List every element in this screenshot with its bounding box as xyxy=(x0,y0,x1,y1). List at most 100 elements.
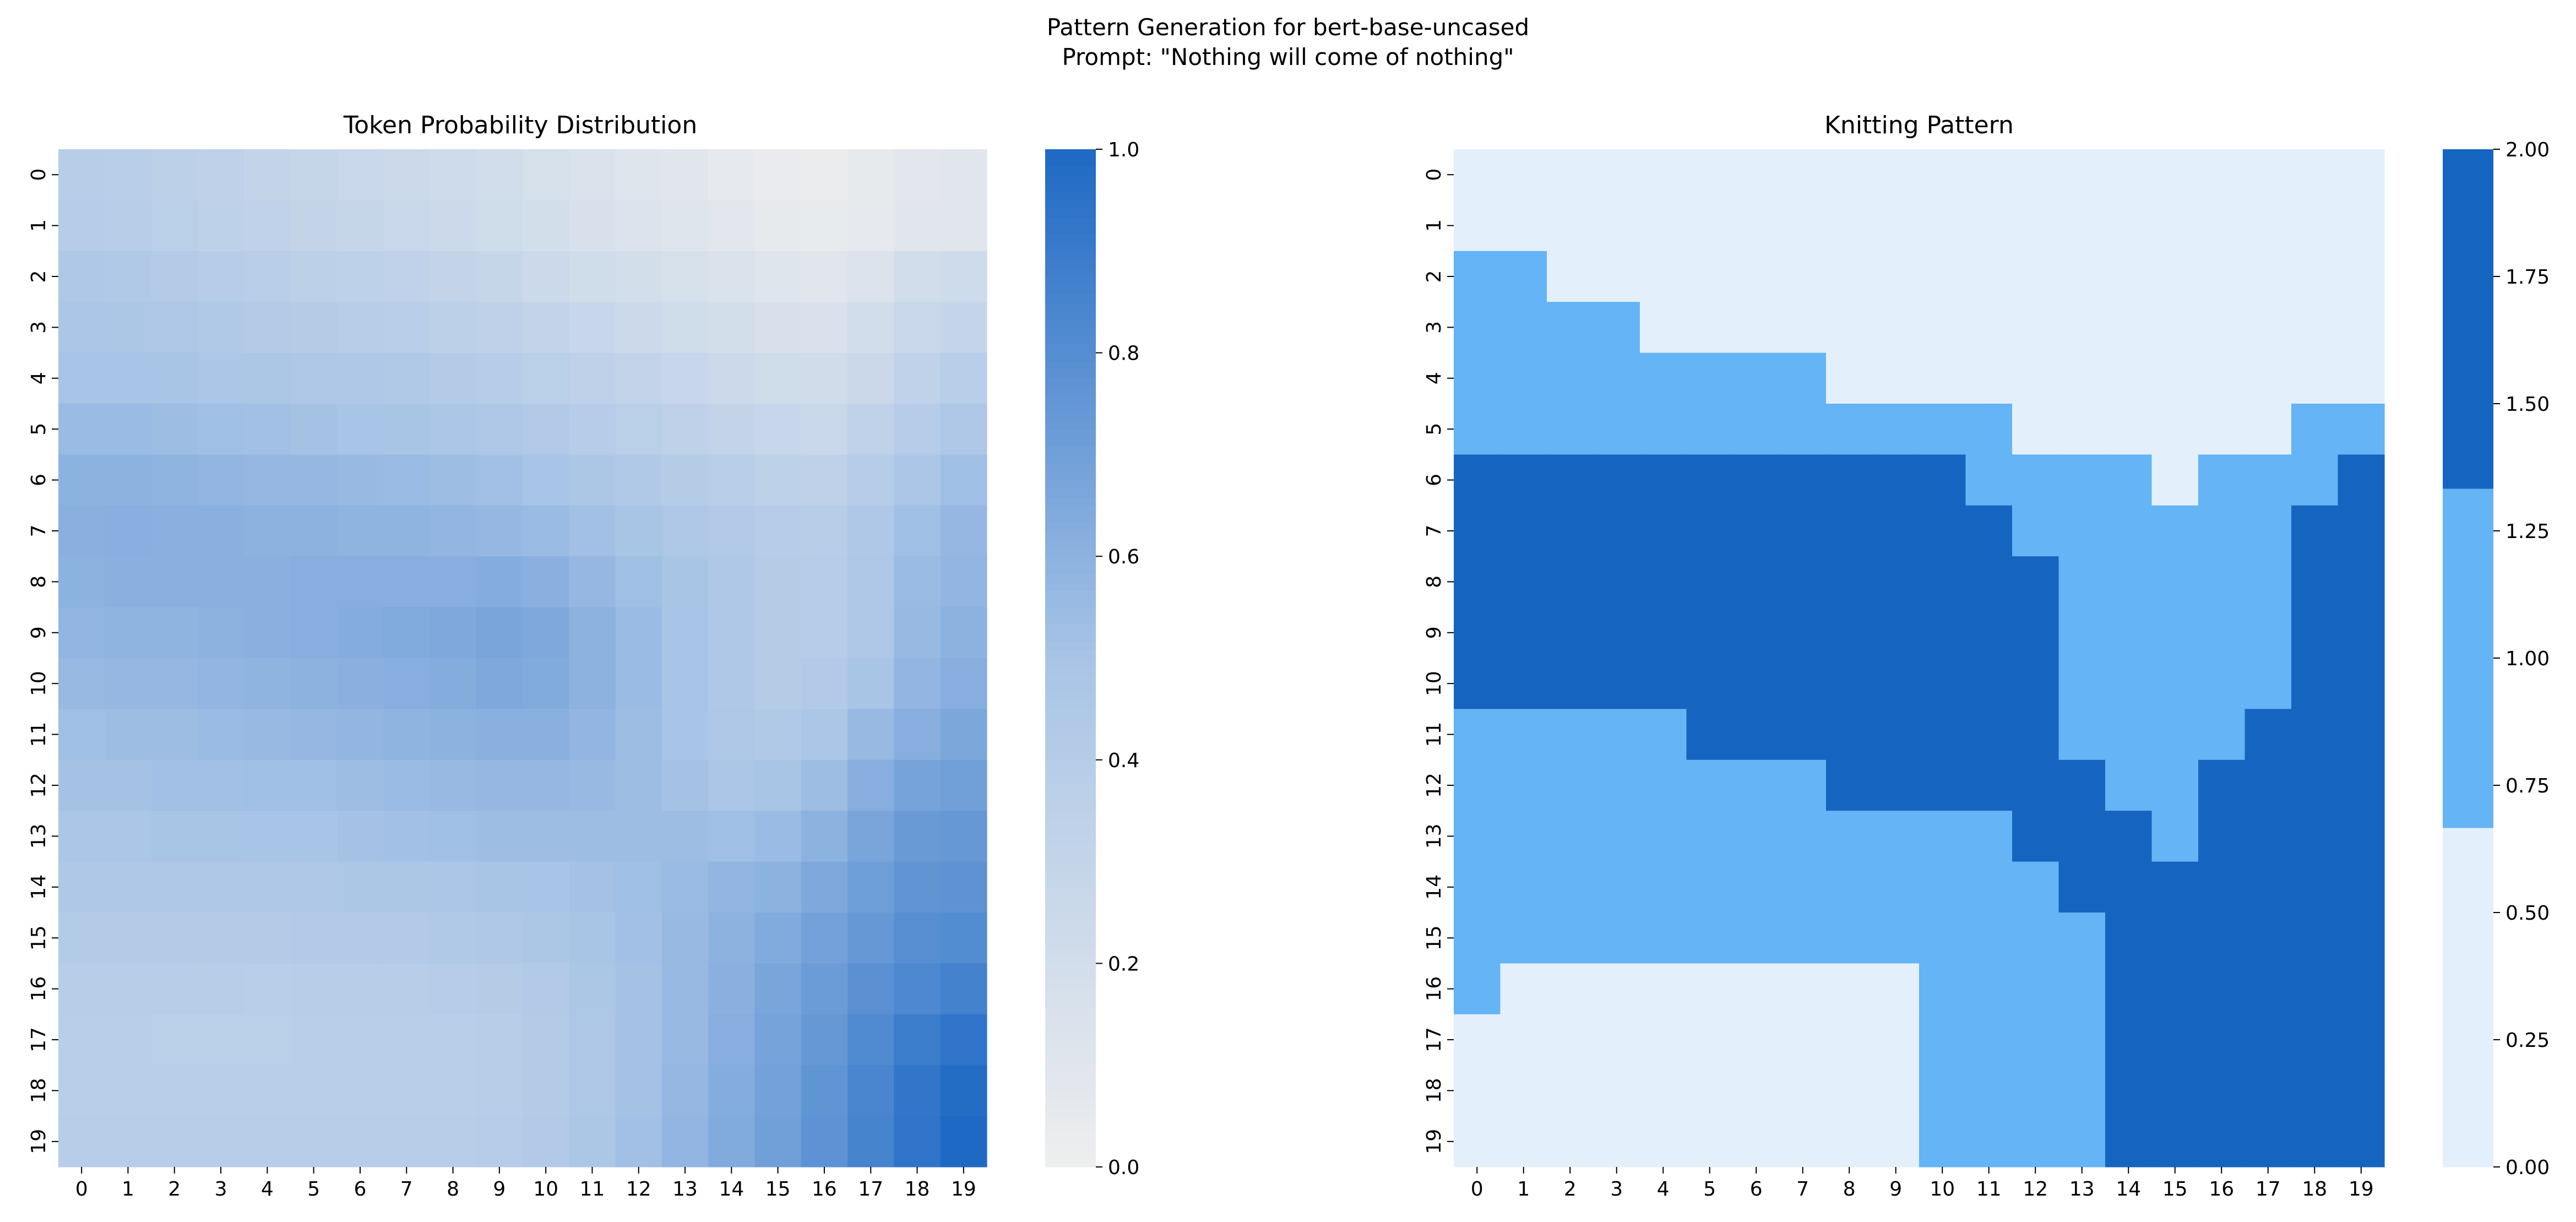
colorbar-tick-label: 0.6 xyxy=(1108,546,1139,568)
heatmap-cell xyxy=(476,352,523,404)
heatmap-cell xyxy=(894,200,941,252)
heatmap-cell xyxy=(615,709,662,761)
heatmap-cell xyxy=(197,1116,244,1167)
heatmap-cell xyxy=(151,861,198,913)
heatmap-cell xyxy=(894,658,941,709)
heatmap-cell xyxy=(569,404,616,455)
heatmap-cell xyxy=(801,404,848,455)
y-tick-label: 12 xyxy=(1423,773,1445,798)
heatmap-cell xyxy=(1500,709,1547,761)
heatmap-cell xyxy=(476,811,523,862)
colorbar-segment xyxy=(1045,904,1096,913)
heatmap-cell xyxy=(1733,505,1780,557)
heatmap-cell xyxy=(661,556,709,608)
heatmap-cell xyxy=(523,607,569,659)
heatmap-cell xyxy=(1640,404,1687,455)
x-tick-label: 18 xyxy=(2302,1178,2327,1201)
heatmap-cell xyxy=(1965,658,2013,709)
heatmap-cell xyxy=(2338,1014,2385,1066)
colorbar-segment xyxy=(1045,175,1096,184)
x-tick-label: 14 xyxy=(2116,1178,2141,1201)
heatmap-cell xyxy=(2291,352,2339,404)
heatmap-cell xyxy=(1686,404,1733,455)
heatmap-cell xyxy=(1640,1065,1687,1117)
y-tick-label: 15 xyxy=(1423,925,1445,951)
heatmap-cell xyxy=(1686,454,1733,506)
colorbar-segment xyxy=(1045,208,1096,218)
heatmap-cell xyxy=(1779,658,1827,709)
colorbar-segment xyxy=(1045,157,1096,167)
heatmap-cell xyxy=(58,913,105,964)
heatmap-cell xyxy=(2245,1065,2292,1117)
colorbar-segment xyxy=(1045,844,1096,854)
y-tick-label: 4 xyxy=(1423,372,1445,384)
colorbar-segment xyxy=(1045,514,1096,523)
colorbar-segment xyxy=(1045,802,1096,811)
heatmap-cell xyxy=(383,1116,430,1167)
heatmap-cell xyxy=(1779,454,1827,506)
heatmap-cell xyxy=(523,251,569,302)
heatmap-cell xyxy=(708,302,756,354)
heatmap-cell xyxy=(430,709,477,761)
heatmap-cell xyxy=(336,861,384,913)
heatmap-cell xyxy=(151,1116,198,1167)
heatmap-cell xyxy=(1454,658,1501,709)
heatmap-cell xyxy=(105,149,152,200)
heatmap-cell xyxy=(2291,200,2339,252)
colorbar-segment xyxy=(1045,429,1096,438)
heatmap-cell xyxy=(151,352,198,404)
colorbar-segment xyxy=(2443,488,2493,828)
heatmap-cell xyxy=(1872,352,1920,404)
heatmap-cell xyxy=(2198,200,2246,252)
y-tick-label: 8 xyxy=(28,575,50,588)
heatmap-cell xyxy=(1919,352,1966,404)
heatmap-cell xyxy=(708,404,756,455)
heatmap-cell xyxy=(1547,404,1594,455)
heatmap-cell xyxy=(523,1014,569,1066)
heatmap-cell xyxy=(1686,505,1733,557)
heatmap-cell xyxy=(336,149,384,200)
colorbar-segment xyxy=(1045,861,1096,871)
heatmap-cell xyxy=(1593,1065,1640,1117)
heatmap-cell xyxy=(894,149,941,200)
heatmap-cell xyxy=(569,302,616,354)
heatmap-cell xyxy=(476,1014,523,1066)
x-tick-label: 11 xyxy=(580,1178,605,1201)
heatmap-cell xyxy=(1919,913,1966,964)
heatmap-cell xyxy=(754,861,802,913)
heatmap-cell xyxy=(1733,607,1780,659)
colorbar-segment xyxy=(1045,895,1096,905)
colorbar-segment xyxy=(1045,285,1096,294)
heatmap-cell xyxy=(1640,251,1687,302)
heatmap-cell xyxy=(1593,200,1640,252)
heatmap-cell xyxy=(1872,556,1920,608)
x-tick-label: 14 xyxy=(719,1178,744,1201)
heatmap-cell xyxy=(615,454,662,506)
heatmap-cell xyxy=(708,913,756,964)
heatmap-cell xyxy=(244,759,291,811)
heatmap-cell xyxy=(58,505,105,557)
heatmap-cell xyxy=(244,556,291,608)
heatmap-cell xyxy=(754,404,802,455)
heatmap-cell xyxy=(1547,963,1594,1015)
heatmap-cell xyxy=(661,505,709,557)
heatmap-cell xyxy=(847,302,894,354)
heatmap-cell xyxy=(661,963,709,1015)
heatmap-cell xyxy=(2012,759,2059,811)
y-tick-label: 11 xyxy=(28,722,50,747)
heatmap-cell xyxy=(2291,251,2339,302)
heatmap-cell xyxy=(1733,913,1780,964)
heatmap-cell xyxy=(1686,759,1733,811)
heatmap-cell xyxy=(894,556,941,608)
heatmap-cell xyxy=(58,811,105,862)
heatmap-cell xyxy=(1826,556,1873,608)
y-tick-label: 16 xyxy=(1423,976,1445,1002)
heatmap-cell xyxy=(1500,658,1547,709)
heatmap-cell xyxy=(708,861,756,913)
colorbar-segment xyxy=(1045,378,1096,387)
heatmap-cell xyxy=(2012,505,2059,557)
heatmap-cell xyxy=(2012,149,2059,200)
heatmap-cell xyxy=(244,251,291,302)
heatmap-cell xyxy=(2245,913,2292,964)
y-tick-label: 3 xyxy=(1423,321,1445,334)
